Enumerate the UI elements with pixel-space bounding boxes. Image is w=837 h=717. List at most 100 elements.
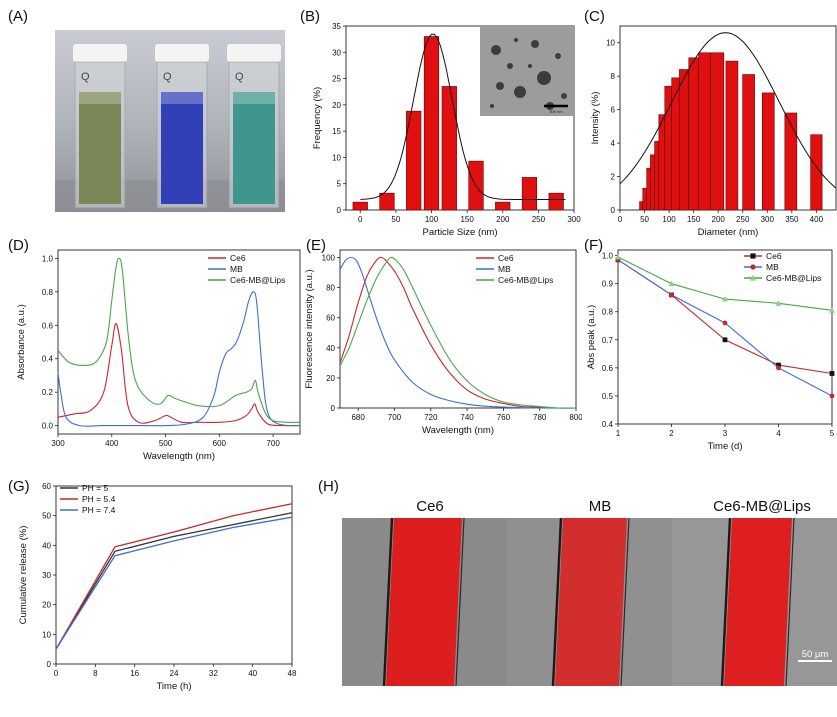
micro-title-mb: MB <box>588 498 612 515</box>
capillary-red <box>555 518 627 686</box>
x-tick-label: 200 <box>496 215 510 224</box>
data-marker <box>829 307 835 313</box>
cuvette-liquid <box>233 92 275 204</box>
y-tick-label: 5 <box>337 180 342 189</box>
bar <box>548 192 564 211</box>
bar <box>352 201 368 211</box>
y-axis-label: Abs peak (a.u.) <box>586 305 597 369</box>
x-tick-label: 2 <box>669 429 674 438</box>
cuvette-liquid <box>79 92 121 204</box>
series-line <box>55 512 293 650</box>
bar <box>671 77 680 211</box>
data-marker <box>829 393 835 399</box>
data-marker <box>750 264 756 270</box>
bar <box>654 141 660 211</box>
x-tick-label: 50 <box>391 215 400 224</box>
x-tick-label: 250 <box>736 215 750 224</box>
y-tick-label: 15 <box>332 127 341 136</box>
x-tick-label: 150 <box>460 215 474 224</box>
tem-particle <box>528 64 532 68</box>
tem-particle <box>491 45 501 55</box>
capillary-edge <box>785 518 795 686</box>
cuvette-cap <box>73 44 127 62</box>
bar <box>658 114 665 211</box>
tem-particle <box>537 71 551 85</box>
x-tick-label: 48 <box>288 669 297 678</box>
x-tick-label: 0 <box>618 215 623 224</box>
data-marker <box>669 292 674 298</box>
bar <box>761 92 775 211</box>
series-line <box>339 256 577 409</box>
x-tick-label: 5 <box>830 429 835 438</box>
y-tick-label: 4 <box>611 139 616 148</box>
series-line <box>57 291 301 427</box>
x-tick-label: 700 <box>388 413 402 422</box>
cuvette-mark: Q <box>235 71 244 83</box>
cuvette-meniscus <box>161 92 203 104</box>
series-line <box>339 256 577 409</box>
y-tick-label: 6 <box>611 106 616 115</box>
bar <box>725 60 739 211</box>
legend-label: MB <box>230 264 243 274</box>
y-tick-label: 20 <box>332 101 341 110</box>
series-line <box>617 256 833 311</box>
data-marker <box>776 362 781 368</box>
y-tick-label: 0.9 <box>602 280 614 289</box>
gaussian-fit <box>619 32 837 189</box>
data-marker <box>722 296 728 302</box>
legend-label: MB <box>498 264 511 274</box>
micro-scale-label: 50 μm <box>802 649 829 660</box>
bar <box>688 57 699 211</box>
tem-particle <box>514 38 518 42</box>
y-tick-label: 35 <box>332 22 341 31</box>
bar <box>639 201 643 211</box>
x-tick-label: 32 <box>209 669 218 678</box>
x-tick-label: 0 <box>358 215 363 224</box>
cuvette-liquid <box>161 92 203 204</box>
panel-label-c: (C) <box>584 8 605 25</box>
capillary-edge <box>455 518 465 686</box>
y-tick-label: 40 <box>42 541 51 550</box>
y-tick-label: 0.0 <box>42 422 54 431</box>
data-marker <box>776 365 781 371</box>
plot-frame <box>339 249 577 409</box>
plot-frame <box>345 25 575 211</box>
tem-particle <box>561 93 567 99</box>
y-tick-label: 100 <box>322 254 336 263</box>
legend-label: PH = 7.4 <box>82 505 116 515</box>
y-tick-label: 0.5 <box>602 392 614 401</box>
x-tick-label: 3 <box>723 429 728 438</box>
capillary-red <box>724 518 792 686</box>
y-tick-label: 1.0 <box>602 252 614 261</box>
y-tick-label: 2 <box>611 173 616 182</box>
cuvette-cap <box>227 44 281 62</box>
panel-label-a: (A) <box>8 8 28 25</box>
x-tick-label: 700 <box>266 439 280 448</box>
capillary-edge <box>551 518 563 686</box>
x-tick-label: 100 <box>425 215 439 224</box>
data-marker <box>668 280 675 287</box>
cuvette-cap <box>155 44 209 62</box>
y-tick-label: 0.6 <box>602 364 614 373</box>
y-tick-label: 0.2 <box>42 388 54 397</box>
x-tick-label: 300 <box>567 215 581 224</box>
tem-particle <box>514 86 526 98</box>
x-tick-label: 400 <box>810 215 824 224</box>
data-marker <box>750 253 756 259</box>
tem-scale-label: 500 nm <box>549 109 563 114</box>
legend-label: Ce6-MB@Lips <box>230 275 285 285</box>
y-tick-label: 30 <box>332 48 341 57</box>
x-tick-label: 50 <box>640 215 649 224</box>
capillary-edge <box>720 518 732 686</box>
panel-label-e: (E) <box>306 237 326 254</box>
y-tick-label: 1.0 <box>42 254 54 263</box>
bar <box>521 177 538 211</box>
y-axis-label: Absorbance (a.u.) <box>16 304 27 380</box>
y-tick-label: 0.4 <box>602 420 614 429</box>
bar <box>650 154 655 211</box>
bar <box>784 112 798 211</box>
y-tick-label: 25 <box>332 75 341 84</box>
y-tick-label: 0.7 <box>602 336 614 345</box>
legend-label: MB <box>766 262 779 272</box>
bar <box>679 69 689 211</box>
